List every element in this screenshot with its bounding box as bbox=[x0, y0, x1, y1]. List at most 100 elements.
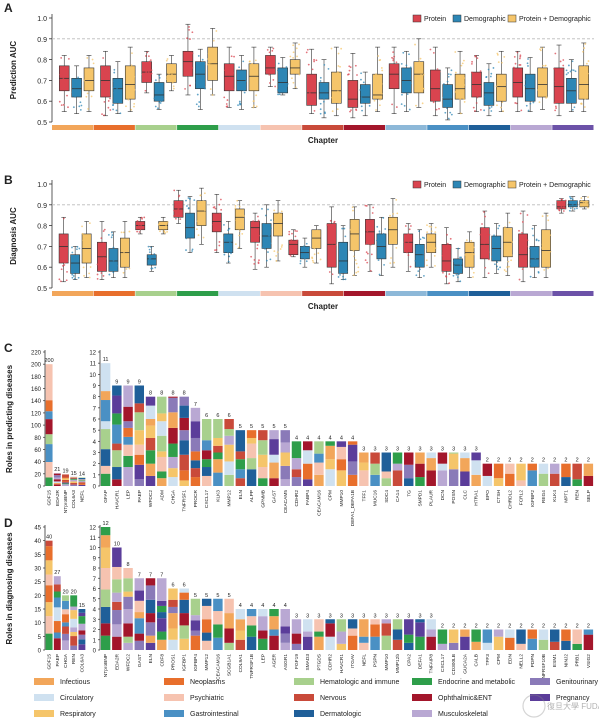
bar-segment bbox=[235, 478, 246, 486]
data-point bbox=[313, 253, 316, 256]
data-point bbox=[83, 274, 85, 277]
data-point bbox=[454, 51, 457, 53]
bar-segment bbox=[168, 628, 178, 640]
data-point bbox=[395, 246, 398, 249]
bar-segment bbox=[45, 444, 53, 463]
data-point bbox=[241, 233, 244, 235]
bar-category-label: LEP bbox=[260, 654, 266, 663]
bar-segment bbox=[213, 459, 223, 473]
chapter-bar bbox=[302, 291, 344, 296]
bar-segment bbox=[100, 473, 111, 486]
bar-segment bbox=[78, 482, 86, 484]
data-point bbox=[165, 76, 168, 78]
bar-category-label: CALB bbox=[474, 654, 480, 667]
data-point bbox=[82, 244, 85, 246]
data-point bbox=[108, 273, 111, 276]
data-point bbox=[78, 105, 81, 108]
y-tick-label: 40 bbox=[34, 460, 41, 466]
bar-segment bbox=[168, 443, 178, 457]
data-point bbox=[415, 90, 418, 93]
data-point bbox=[544, 71, 547, 74]
bar-segment bbox=[45, 411, 53, 420]
bar-value-label: 2 bbox=[576, 458, 579, 464]
legend-label: Ophthalmic&ENT bbox=[438, 695, 493, 702]
legend-label: Gastrointestinal bbox=[190, 711, 239, 718]
bar-segment bbox=[134, 590, 145, 601]
data-point bbox=[296, 61, 299, 63]
y-tick-label: 80 bbox=[34, 436, 41, 442]
bar-segment bbox=[302, 441, 313, 451]
data-point bbox=[445, 275, 447, 278]
bar-segment bbox=[123, 444, 133, 456]
data-point bbox=[128, 76, 131, 79]
data-point bbox=[425, 259, 428, 262]
data-point bbox=[103, 100, 106, 103]
data-point bbox=[339, 271, 341, 274]
bar-value-label: 4 bbox=[272, 603, 275, 609]
y-tick-label: 0 bbox=[93, 485, 97, 491]
data-point bbox=[150, 69, 153, 72]
bar-segment bbox=[70, 610, 78, 619]
data-point bbox=[186, 205, 188, 207]
data-point bbox=[340, 47, 343, 50]
bar-segment bbox=[336, 643, 347, 650]
bar-value-label: 2 bbox=[463, 624, 466, 630]
bar-value-label: 4 bbox=[250, 603, 253, 609]
bar-segment bbox=[471, 474, 481, 486]
data-point bbox=[414, 76, 417, 78]
box bbox=[250, 221, 260, 243]
bar-segment bbox=[415, 477, 425, 486]
bar-value-label: 6 bbox=[183, 583, 186, 589]
data-point bbox=[65, 279, 68, 282]
bar-segment bbox=[134, 403, 145, 413]
bar-segment bbox=[448, 469, 459, 486]
data-point bbox=[102, 257, 105, 259]
bar-category-label: SMPD1 bbox=[417, 490, 423, 507]
data-point bbox=[305, 51, 308, 54]
data-point bbox=[392, 59, 395, 62]
data-point bbox=[347, 73, 349, 76]
data-point bbox=[547, 219, 550, 222]
bar-segment bbox=[426, 629, 436, 637]
bar-segment bbox=[280, 430, 290, 443]
bar-segment bbox=[45, 364, 53, 401]
data-point bbox=[70, 254, 73, 257]
data-point bbox=[587, 196, 589, 199]
data-point bbox=[365, 243, 367, 245]
bar-segment bbox=[246, 636, 257, 650]
bar-segment bbox=[246, 437, 257, 444]
data-point bbox=[172, 87, 175, 90]
y-tick-label: 60 bbox=[34, 448, 41, 454]
data-point bbox=[584, 97, 587, 100]
data-point bbox=[531, 227, 534, 230]
data-point bbox=[268, 234, 270, 237]
box bbox=[100, 65, 111, 98]
data-point bbox=[228, 76, 231, 79]
bar-value-label: 5 bbox=[228, 593, 231, 599]
bar-segment bbox=[381, 635, 392, 650]
bar-value-label: 2 bbox=[542, 458, 545, 464]
bar-segment bbox=[157, 471, 167, 479]
bar-segment bbox=[134, 464, 145, 480]
bar-segment bbox=[213, 598, 223, 612]
data-point bbox=[503, 269, 506, 271]
bar-segment bbox=[381, 478, 392, 486]
bar-segment bbox=[78, 623, 86, 631]
y-tick-label: 6 bbox=[93, 587, 97, 593]
data-point bbox=[319, 108, 322, 111]
data-point bbox=[514, 79, 517, 82]
bar-segment bbox=[482, 642, 493, 650]
data-point bbox=[426, 249, 429, 251]
data-point bbox=[571, 60, 574, 63]
bar-value-label: 5 bbox=[205, 593, 208, 599]
data-point bbox=[508, 265, 510, 268]
data-point bbox=[479, 70, 482, 72]
legend-label: Psychiatric bbox=[190, 695, 224, 702]
data-point bbox=[129, 68, 132, 70]
bar-segment bbox=[224, 435, 234, 445]
bar-category-label: TFF3 bbox=[485, 654, 491, 666]
data-point bbox=[167, 75, 170, 78]
bar-segment bbox=[62, 614, 69, 623]
